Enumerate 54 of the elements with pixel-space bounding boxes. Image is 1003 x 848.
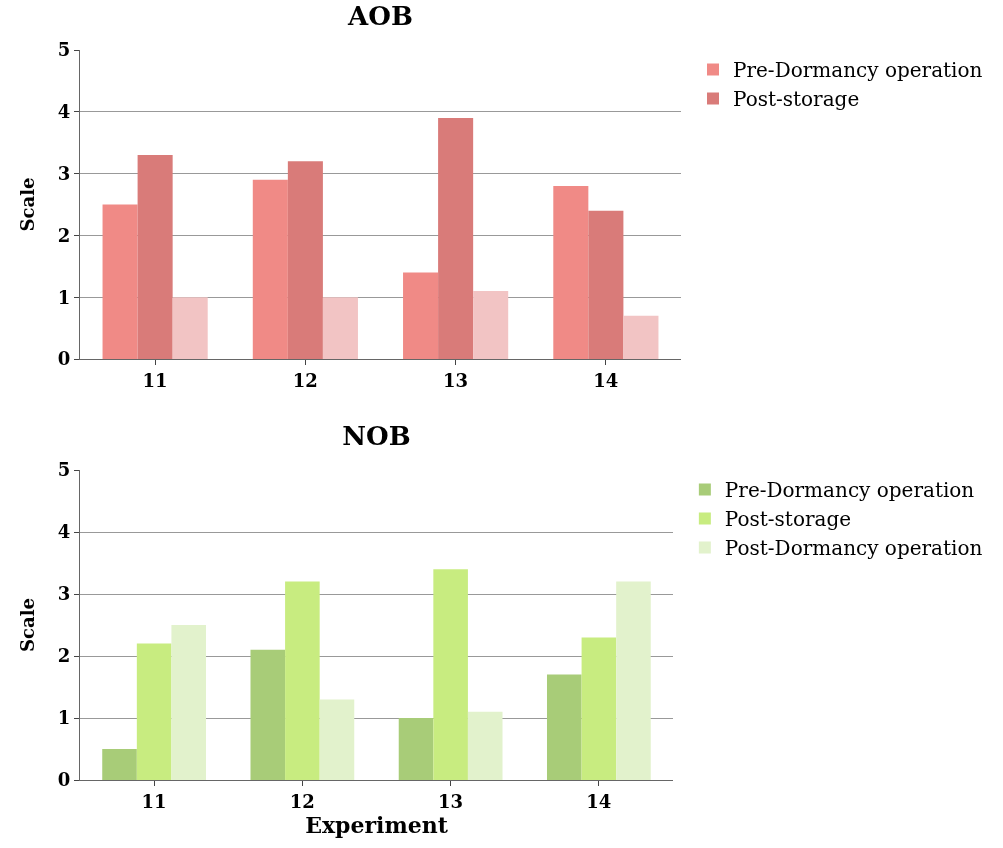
x-tick-label: 12 [292,369,318,391]
bar [285,581,320,780]
bar [172,297,208,359]
bar [137,155,173,359]
legend-label: Post-storage [733,87,860,112]
bar [102,204,138,359]
legend-label: Post-Dormancy operation [724,536,983,561]
y-tick-label: 5 [57,39,71,61]
bar [322,297,358,359]
bar [287,161,323,359]
y-tick-label: 5 [57,459,71,481]
bar [102,749,137,780]
y-axis-title: Scale [17,177,38,232]
y-tick-label: 4 [57,101,71,123]
bar [616,581,651,780]
x-tick-label: 11 [141,790,167,812]
bar [581,637,617,780]
bar [433,569,468,780]
x-axis-title: Experiment [305,811,449,838]
bar [467,711,503,780]
y-axis-title: Scale [17,598,38,652]
x-tick-label: 14 [593,369,619,391]
x-tick-label: 14 [586,790,612,812]
y-tick-label: 0 [57,769,71,791]
y-tick-label: 2 [57,224,71,246]
bar [588,210,624,359]
x-tick-label: 13 [438,790,464,812]
bar [252,179,288,359]
bar [398,718,434,780]
y-tick-label: 3 [57,583,71,605]
x-tick-label: 13 [443,369,469,391]
x-tick-label: 11 [142,369,168,391]
bar [403,272,439,359]
bar [171,625,207,780]
bar [473,291,509,359]
bar [136,643,172,780]
y-tick-label: 1 [57,707,71,729]
y-tick-label: 3 [57,162,71,184]
legend-label: Post-storage [724,507,852,532]
bar [319,699,355,780]
bar [250,649,286,780]
legend-label: Pre-Dormancy operation [733,58,983,83]
bar [438,117,474,359]
legend-label: Pre-Dormancy operation [724,478,975,503]
bar [546,674,582,780]
bar [553,185,589,359]
y-tick-label: 1 [57,286,71,308]
y-tick-label: 4 [57,521,71,543]
chart-title: NOB [342,420,411,451]
x-tick-label: 12 [289,790,315,812]
y-tick-label: 2 [57,645,71,667]
chart-title: AOB [347,0,413,31]
y-tick-label: 0 [57,348,71,370]
bar [623,315,659,359]
